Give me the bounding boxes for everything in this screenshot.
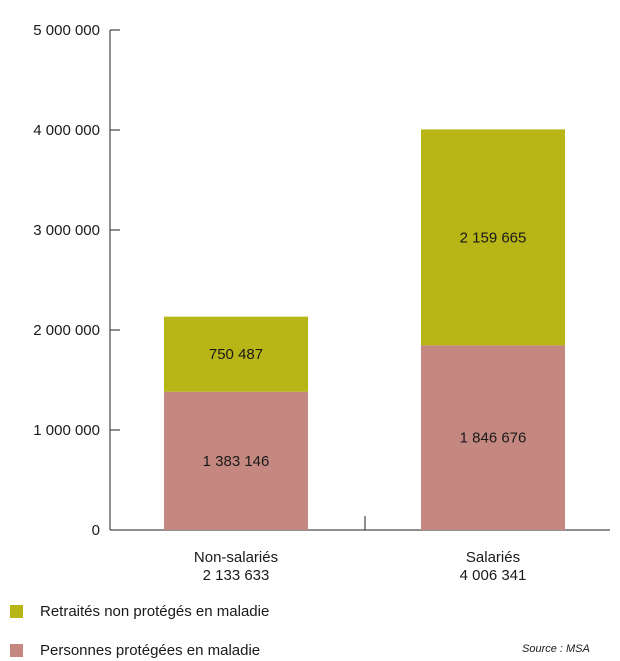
y-tick-label-1: 1 000 000 <box>33 422 100 439</box>
category-label-1: Salariés <box>466 549 520 566</box>
legend-label-retraites: Retraités non protégés en maladie <box>40 603 270 620</box>
category-label-0: Non-salariés <box>194 549 278 566</box>
category-total-1: 4 006 341 <box>460 567 527 584</box>
data-label-1-1: 2 159 665 <box>460 229 527 246</box>
y-tick-label-3: 3 000 000 <box>33 222 100 239</box>
data-label-0-0: 1 383 146 <box>203 453 270 470</box>
y-tick-label-5: 5 000 000 <box>33 22 100 39</box>
y-tick-label-2: 2 000 000 <box>33 322 100 339</box>
data-label-0-1: 750 487 <box>209 346 263 363</box>
category-total-0: 2 133 633 <box>203 567 270 584</box>
y-tick-label-4: 4 000 000 <box>33 122 100 139</box>
legend-swatch-retraites <box>10 605 23 618</box>
y-tick-label-0: 0 <box>92 522 100 539</box>
data-label-1-0: 1 846 676 <box>460 430 527 447</box>
legend-item-personnes: Personnes protégées en maladie <box>10 642 260 659</box>
bar-1-series-0 <box>421 345 565 530</box>
legend-label-personnes: Personnes protégées en maladie <box>40 642 261 659</box>
bar-0-series-1 <box>164 316 308 392</box>
legend-item-retraites: Retraités non protégés en maladie <box>10 603 269 620</box>
bar-1-series-1 <box>421 129 565 346</box>
source-note: Source : MSA <box>522 643 590 655</box>
bar-0-series-0 <box>164 391 308 530</box>
legend-swatch-personnes <box>10 644 23 657</box>
stacked-bar-chart: 0 1 000 000 2 000 000 3 000 000 4 000 000 5 0… <box>33 22 610 584</box>
